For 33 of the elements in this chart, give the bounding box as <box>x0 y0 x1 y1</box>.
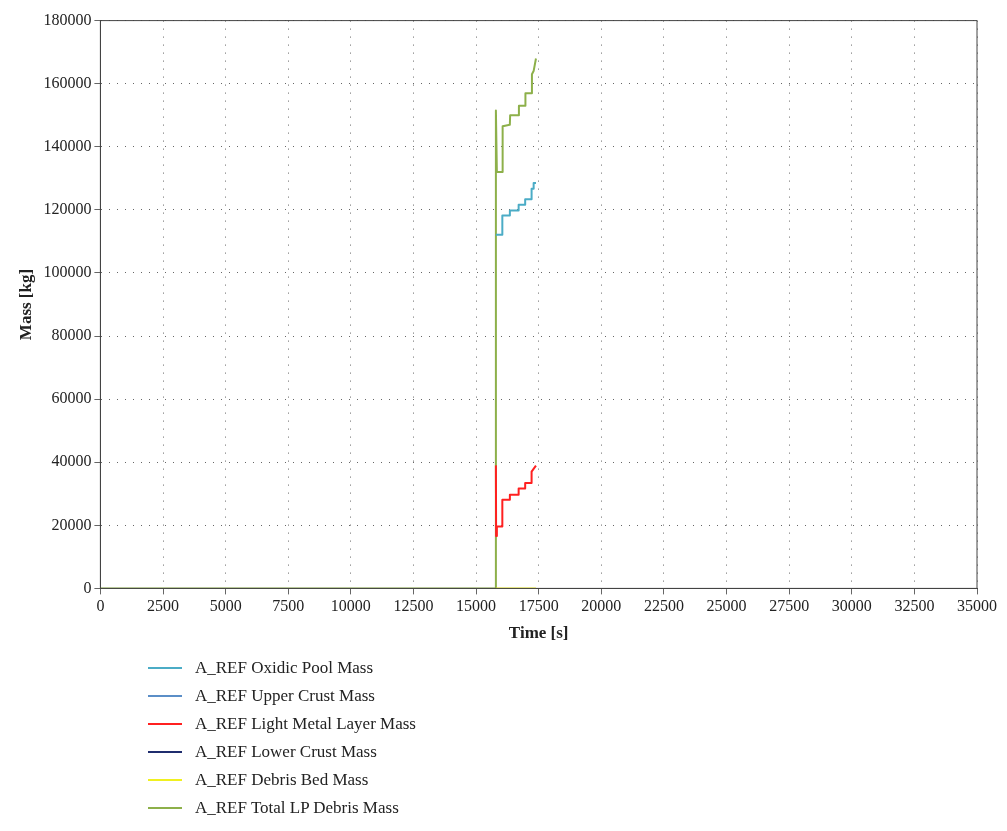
y-tick-label: 160000 <box>43 73 92 91</box>
x-tick-label: 30000 <box>831 597 872 615</box>
x-tick-label: 32500 <box>894 597 935 615</box>
y-tick-label: 180000 <box>43 10 92 28</box>
y-tick-label: 20000 <box>51 515 92 533</box>
legend-label: A_REF Light Metal Layer Mass <box>195 714 416 734</box>
legend-label: A_REF Total LP Debris Mass <box>195 798 399 818</box>
y-tick-label: 140000 <box>43 136 92 154</box>
x-tick-label: 2500 <box>147 597 180 615</box>
legend-label: A_REF Oxidic Pool Mass <box>195 658 374 678</box>
y-tick-label: 40000 <box>51 452 92 470</box>
legend-label: A_REF Upper Crust Mass <box>195 686 375 706</box>
legend-label: A_REF Debris Bed Mass <box>195 770 369 790</box>
legend-label: A_REF Lower Crust Mass <box>195 742 377 762</box>
x-tick-label: 12500 <box>393 597 434 615</box>
y-tick-label: 100000 <box>43 263 92 281</box>
x-axis-title: Time [s] <box>508 623 569 643</box>
y-tick-label: 80000 <box>51 326 92 344</box>
x-tick-label: 10000 <box>330 597 371 615</box>
x-tick-label: 7500 <box>272 597 305 615</box>
x-tick-label: 17500 <box>518 597 559 615</box>
y-tick-label: 60000 <box>51 389 92 407</box>
x-tick-label: 22500 <box>643 597 684 615</box>
y-axis-title: Mass [kg] <box>15 268 35 341</box>
x-tick-label: 0 <box>96 597 105 615</box>
x-tick-label: 35000 <box>957 597 997 615</box>
x-tick-label: 27500 <box>769 597 810 615</box>
y-tick-label: 0 <box>83 578 92 596</box>
x-tick-label: 5000 <box>209 597 242 615</box>
y-tick-label: 120000 <box>43 200 92 218</box>
x-tick-label: 20000 <box>581 597 622 615</box>
x-tick-label: 25000 <box>706 597 747 615</box>
x-tick-label: 15000 <box>456 597 497 615</box>
